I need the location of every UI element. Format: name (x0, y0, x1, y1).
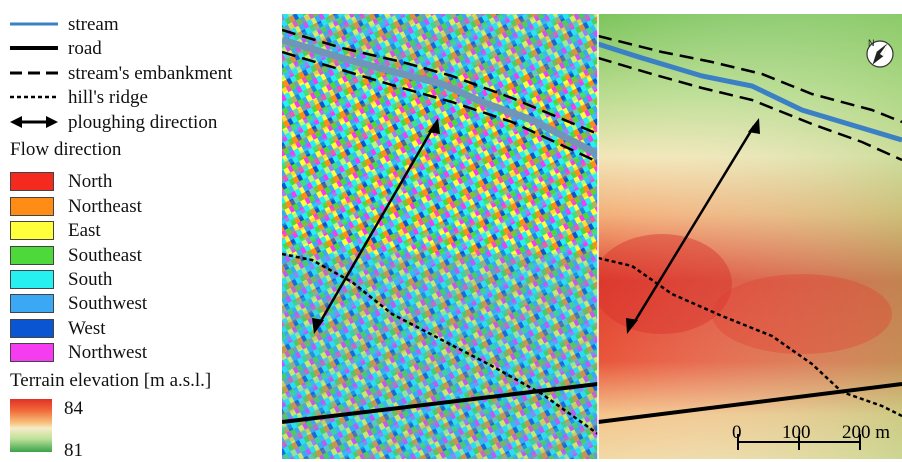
elevation-min-label: 81 (64, 440, 83, 461)
stream-line-symbol (10, 22, 58, 26)
flow-direction-panel (282, 14, 598, 459)
color-swatch (10, 342, 54, 362)
road-line (598, 382, 902, 424)
legend-class-south: South (10, 268, 112, 290)
color-swatch (10, 171, 54, 191)
legend-class-northeast: Northeast (10, 195, 142, 217)
map-panels: N 0 100 200 m (282, 14, 902, 459)
road-line-symbol (10, 46, 58, 50)
color-swatch (10, 196, 54, 216)
legend-label: East (68, 219, 101, 241)
legend-item-road: road (10, 37, 102, 59)
embankment-line (282, 28, 598, 136)
embankment-line (282, 50, 598, 164)
map-svg: N 0 100 200 m (282, 14, 902, 459)
legend-label: North (68, 170, 113, 192)
legend-class-north: North (10, 170, 112, 192)
legend-label: Southeast (68, 244, 142, 266)
scale-bar: 0 100 200 m (732, 422, 890, 450)
legend-label: hill's ridge (68, 86, 148, 108)
ploughing-arrow (626, 118, 760, 334)
north-arrow-icon: N (866, 38, 894, 68)
color-swatch (10, 293, 54, 313)
stream-line (282, 36, 598, 158)
legend-item-ridge: hill's ridge (10, 86, 148, 108)
embankment-line (598, 56, 902, 162)
legend-class-east: East (10, 219, 101, 241)
scale-tick-label: 100 (782, 422, 811, 443)
ridge-line (598, 256, 902, 418)
ridge-line (282, 252, 598, 436)
terrain-elevation-panel (598, 14, 902, 459)
legend-label: West (68, 317, 106, 339)
legend-label: road (68, 37, 102, 59)
legend-label: South (68, 268, 113, 290)
legend-label: stream's embankment (68, 62, 233, 84)
ploughing-arrow (312, 118, 440, 334)
legend-label: Southwest (68, 292, 148, 314)
color-swatch (10, 318, 54, 338)
legend-class-northwest: Northwest (10, 341, 147, 363)
legend-class-west: West (10, 317, 106, 339)
legend-item-embankment: stream's embankment (10, 62, 232, 84)
legend-label: stream (68, 13, 119, 35)
flow-direction-title: Flow direction (10, 139, 122, 160)
map-legend: stream road stream's embankment hill's r… (0, 0, 280, 461)
color-swatch (10, 269, 54, 289)
legend-item-ploughing: ploughing direction (10, 111, 217, 133)
scale-tick-label: 200 m (842, 422, 890, 443)
double-arrow-icon (10, 116, 58, 128)
scale-tick-label: 0 (732, 422, 742, 443)
legend-label: Northeast (68, 195, 142, 217)
legend-label: ploughing direction (68, 111, 218, 133)
elevation-max-label: 84 (64, 398, 83, 419)
road-line (282, 382, 598, 424)
elevation-title: Terrain elevation [m a.s.l.] (10, 370, 212, 391)
elevation-color-ramp (10, 399, 52, 452)
ridge-line-symbol (10, 95, 58, 99)
stream-line (598, 41, 902, 143)
embankment-line-symbol (10, 71, 58, 75)
north-label: N (868, 38, 875, 48)
legend-item-stream: stream (10, 13, 119, 35)
color-swatch (10, 245, 54, 265)
legend-class-southwest: Southwest (10, 292, 147, 314)
legend-class-southeast: Southeast (10, 244, 142, 266)
embankment-line (598, 34, 902, 124)
legend-label: Northwest (68, 341, 148, 363)
color-swatch (10, 220, 54, 240)
